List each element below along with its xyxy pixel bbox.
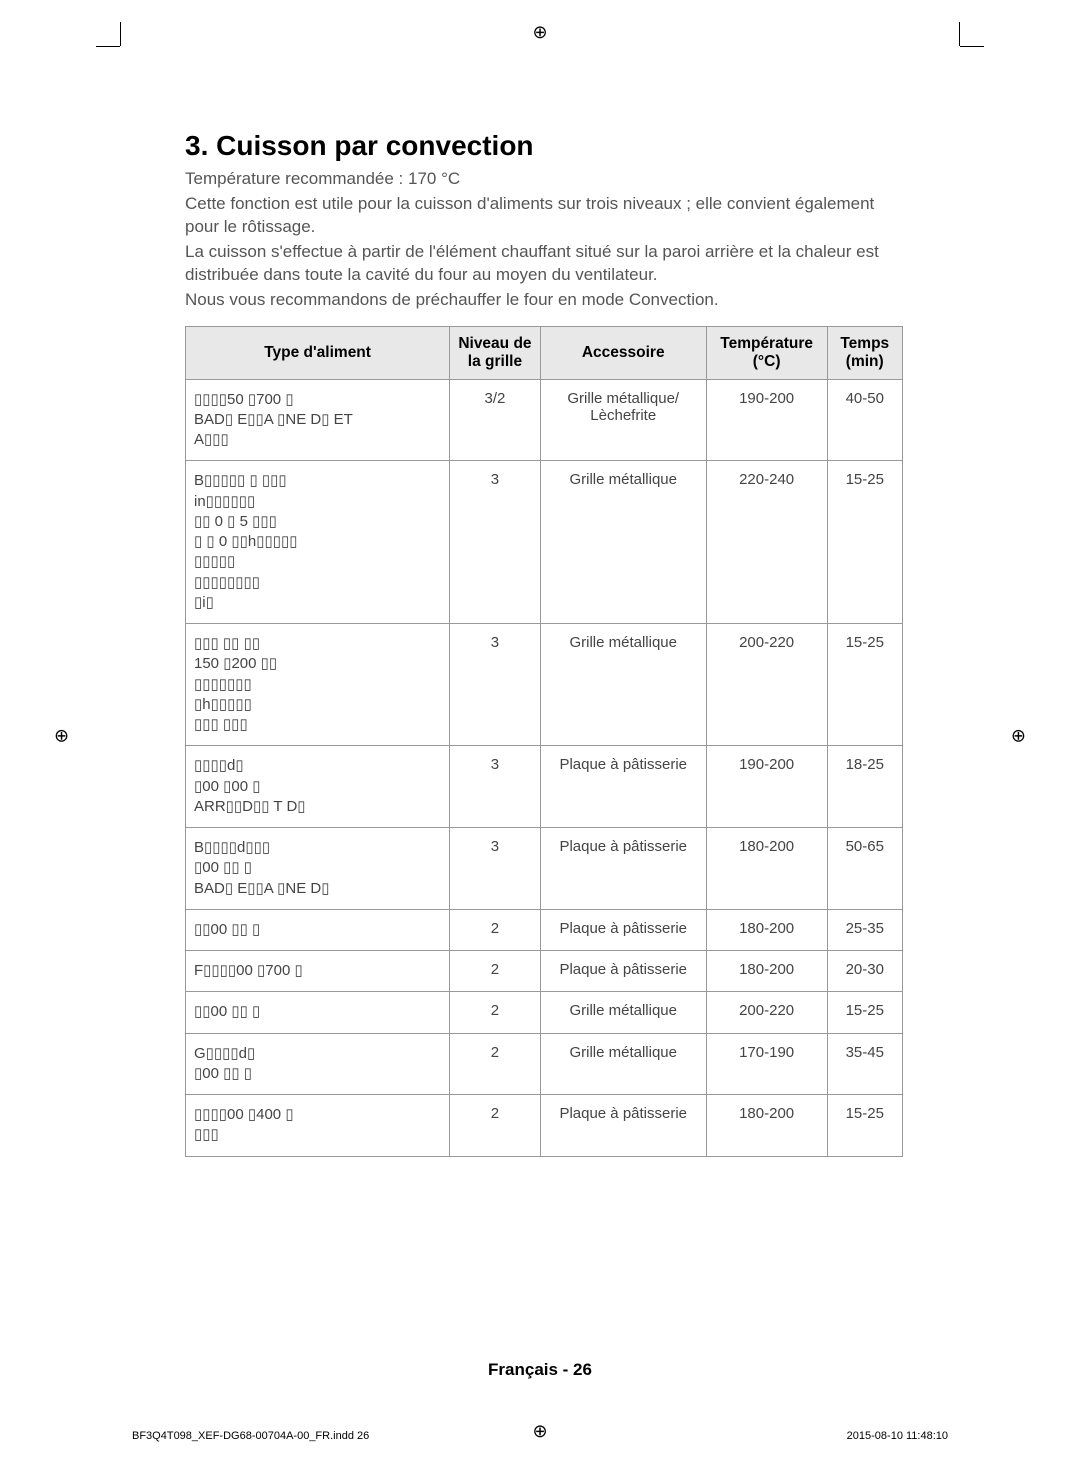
crop-mark (960, 46, 984, 47)
crop-mark (96, 46, 120, 47)
cell-temp: 220-240 (706, 461, 827, 624)
cell-accessory: Plaque à pâtisserie (540, 746, 706, 828)
section-title: 3. Cuisson par convection (185, 130, 903, 162)
crop-mark (120, 22, 121, 46)
cell-level: 2 (450, 1095, 541, 1157)
cell-time: 50-65 (827, 828, 903, 910)
cell-level: 3 (450, 828, 541, 910)
cell-temp: 170-190 (706, 1033, 827, 1095)
col-header-time: Temps (min) (827, 326, 903, 379)
cell-level: 2 (450, 951, 541, 992)
cell-food: B▯▯▯▯▯ ▯ ▯▯▯in▯▯▯▯▯▯▯▯ 0 ▯ 5 ▯▯▯▯ ▯ 0 ▯▯… (186, 461, 450, 624)
cell-temp: 180-200 (706, 951, 827, 992)
table-row: B▯▯▯▯▯ ▯ ▯▯▯in▯▯▯▯▯▯▯▯ 0 ▯ 5 ▯▯▯▯ ▯ 0 ▯▯… (186, 461, 903, 624)
cell-level: 3/2 (450, 379, 541, 461)
cell-temp: 200-220 (706, 624, 827, 746)
cell-time: 15-25 (827, 461, 903, 624)
cell-temp: 190-200 (706, 379, 827, 461)
cell-accessory: Grille métallique/ Lèchefrite (540, 379, 706, 461)
cell-time: 15-25 (827, 992, 903, 1033)
cell-level: 2 (450, 1033, 541, 1095)
cell-food: ▯▯▯ ▯▯ ▯▯150 ▯200 ▯▯▯▯▯▯▯▯▯▯h▯▯▯▯▯▯▯▯ ▯▯… (186, 624, 450, 746)
table-row: B▯▯▯▯d▯▯▯▯00 ▯▯ ▯BAD▯ E▯▯A ▯NE D▯3Plaque… (186, 828, 903, 910)
cell-time: 35-45 (827, 1033, 903, 1095)
table-row: ▯▯▯ ▯▯ ▯▯150 ▯200 ▯▯▯▯▯▯▯▯▯▯h▯▯▯▯▯▯▯▯ ▯▯… (186, 624, 903, 746)
cell-accessory: Grille métallique (540, 624, 706, 746)
source-file-label: BF3Q4T098_XEF-DG68-00704A-00_FR.indd 26 (132, 1430, 369, 1442)
cell-temp: 180-200 (706, 909, 827, 950)
cell-food: ▯▯00 ▯▯ ▯ (186, 992, 450, 1033)
cell-level: 3 (450, 461, 541, 624)
table-row: ▯▯00 ▯▯ ▯2Plaque à pâtisserie180-20025-3… (186, 909, 903, 950)
cell-accessory: Grille métallique (540, 461, 706, 624)
table-row: ▯▯00 ▯▯ ▯2Grille métallique200-22015-25 (186, 992, 903, 1033)
table-body: ▯▯▯▯50 ▯700 ▯BAD▯ E▯▯A ▯NE D▯ ETA▯▯▯3/2G… (186, 379, 903, 1156)
page-content: 3. Cuisson par convection Température re… (185, 130, 903, 1157)
print-timestamp: 2015-08-10 11:48:10 (847, 1430, 948, 1442)
intro-line: Température recommandée : 170 °C (185, 168, 903, 191)
cell-food: ▯▯00 ▯▯ ▯ (186, 909, 450, 950)
crop-mark (959, 22, 960, 46)
cell-temp: 200-220 (706, 992, 827, 1033)
table-row: G▯▯▯▯d▯▯00 ▯▯ ▯2Grille métallique170-190… (186, 1033, 903, 1095)
cooking-table: Type d'aliment Niveau de la grille Acces… (185, 326, 903, 1157)
cell-accessory: Plaque à pâtisserie (540, 909, 706, 950)
cell-time: 20-30 (827, 951, 903, 992)
col-header-food: Type d'aliment (186, 326, 450, 379)
registration-mark-icon: ⊕ (54, 726, 69, 747)
intro-line: Cette fonction est utile pour la cuisson… (185, 193, 903, 239)
cell-level: 2 (450, 909, 541, 950)
cell-food: ▯▯▯▯50 ▯700 ▯BAD▯ E▯▯A ▯NE D▯ ETA▯▯▯ (186, 379, 450, 461)
cell-time: 25-35 (827, 909, 903, 950)
table-row: ▯▯▯▯d▯▯00 ▯00 ▯ARR▯▯D▯▯ T D▯3Plaque à pâ… (186, 746, 903, 828)
intro-line: La cuisson s'effectue à partir de l'élém… (185, 241, 903, 287)
cell-temp: 190-200 (706, 746, 827, 828)
cell-accessory: Grille métallique (540, 992, 706, 1033)
cell-accessory: Grille métallique (540, 1033, 706, 1095)
cell-time: 40-50 (827, 379, 903, 461)
page-number: Français - 26 (488, 1360, 592, 1380)
cell-time: 18-25 (827, 746, 903, 828)
cell-time: 15-25 (827, 624, 903, 746)
registration-mark-icon: ⊕ (532, 22, 547, 43)
cell-food: G▯▯▯▯d▯▯00 ▯▯ ▯ (186, 1033, 450, 1095)
registration-mark-icon: ⊕ (1011, 726, 1026, 747)
cell-food: B▯▯▯▯d▯▯▯▯00 ▯▯ ▯BAD▯ E▯▯A ▯NE D▯ (186, 828, 450, 910)
cell-accessory: Plaque à pâtisserie (540, 951, 706, 992)
cell-accessory: Plaque à pâtisserie (540, 1095, 706, 1157)
table-row: F▯▯▯▯00 ▯700 ▯2Plaque à pâtisserie180-20… (186, 951, 903, 992)
cell-temp: 180-200 (706, 1095, 827, 1157)
cell-temp: 180-200 (706, 828, 827, 910)
table-row: ▯▯▯▯00 ▯400 ▯▯▯▯2Plaque à pâtisserie180-… (186, 1095, 903, 1157)
registration-mark-icon: ⊕ (532, 1421, 547, 1442)
cell-level: 3 (450, 624, 541, 746)
table-header-row: Type d'aliment Niveau de la grille Acces… (186, 326, 903, 379)
cell-accessory: Plaque à pâtisserie (540, 828, 706, 910)
col-header-level: Niveau de la grille (450, 326, 541, 379)
cell-time: 15-25 (827, 1095, 903, 1157)
col-header-accessory: Accessoire (540, 326, 706, 379)
col-header-temp: Température (°C) (706, 326, 827, 379)
cell-level: 3 (450, 746, 541, 828)
cell-food: ▯▯▯▯d▯▯00 ▯00 ▯ARR▯▯D▯▯ T D▯ (186, 746, 450, 828)
intro-line: Nous vous recommandons de préchauffer le… (185, 289, 903, 312)
cell-food: F▯▯▯▯00 ▯700 ▯ (186, 951, 450, 992)
table-row: ▯▯▯▯50 ▯700 ▯BAD▯ E▯▯A ▯NE D▯ ETA▯▯▯3/2G… (186, 379, 903, 461)
cell-food: ▯▯▯▯00 ▯400 ▯▯▯▯ (186, 1095, 450, 1157)
cell-level: 2 (450, 992, 541, 1033)
